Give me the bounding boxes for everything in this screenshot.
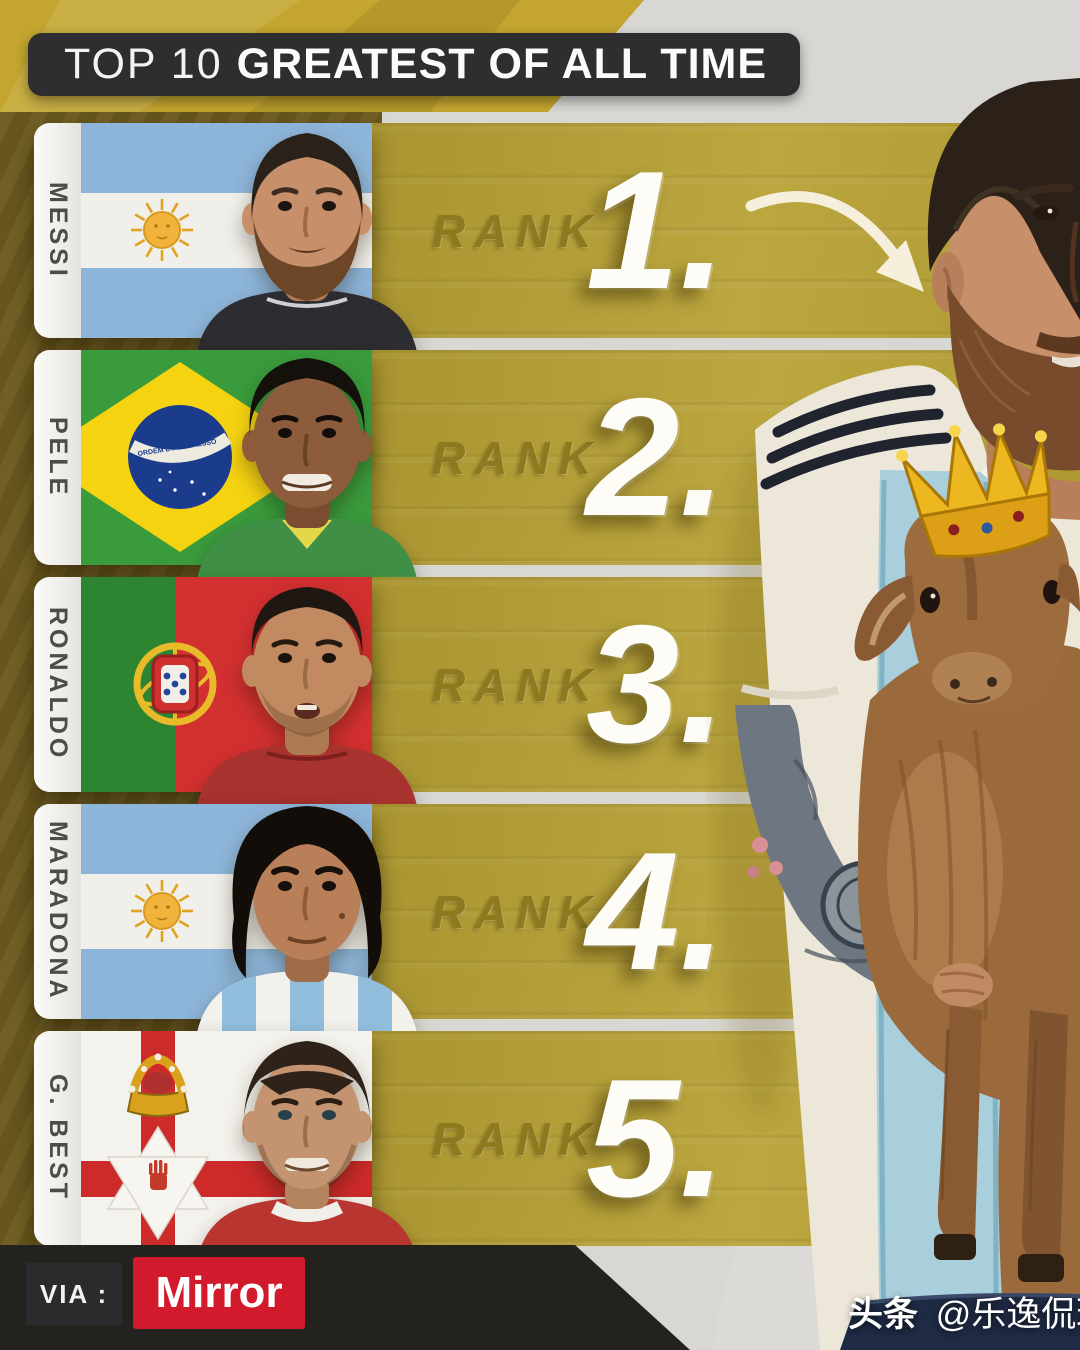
mirror-source-logo: Mirror [133,1257,305,1329]
player-name-label: PELE [34,350,81,565]
player-name-label: MARADONA [34,804,81,1019]
rank-label: RANK [432,658,601,711]
rank-number: 4. [586,817,727,1005]
watermark-platform: 头条 [848,1295,919,1334]
pele-row-photo [197,358,417,579]
ranking-row-gbest: G. BEST RANK 5. [0,1031,1080,1260]
rank-number: 3. [586,590,727,778]
footer-bar: VIA : Mirror [0,1245,690,1350]
title-main: GREATEST OF ALL TIME [236,40,768,88]
rank-label: RANK [432,431,601,484]
messi-row-photo [197,133,417,352]
watermark-handle: @乐逸侃球 [935,1295,1080,1334]
rank-label: RANK [432,885,601,938]
via-label: VIA : [39,1278,109,1309]
poster-title-bar: TOP 10 GREATEST OF ALL TIME [28,33,800,96]
watermark: 头条 @乐逸侃球 [848,1286,1080,1337]
maradona-row-photo [197,806,417,1033]
ranking-row-pele: ORDEM E PROGRESSO PELE RANK 2. [0,350,1080,579]
ranking-row-messi: MESSI RANK 1. [0,123,1080,352]
player-name-label: RONALDO [34,577,81,792]
rank-number: 2. [586,363,727,551]
george-best-row-photo [197,1041,417,1260]
mirror-logo-text: Mirror [155,1268,283,1317]
ranking-row-maradona: MARADONA RANK 4. [0,804,1080,1033]
player-name-label: MESSI [34,123,81,338]
ronaldo-row-photo [197,587,417,806]
rank-number: 5. [586,1044,727,1232]
player-name-label: G. BEST [34,1031,81,1246]
rank-label: RANK [432,1112,601,1165]
rank-label: RANK [432,204,601,257]
title-prefix: TOP 10 [64,40,223,88]
ranking-row-ronaldo: RONALDO RANK 3. [0,577,1080,806]
rank-number: 1. [586,136,727,324]
via-label-box: VIA : [26,1263,122,1325]
